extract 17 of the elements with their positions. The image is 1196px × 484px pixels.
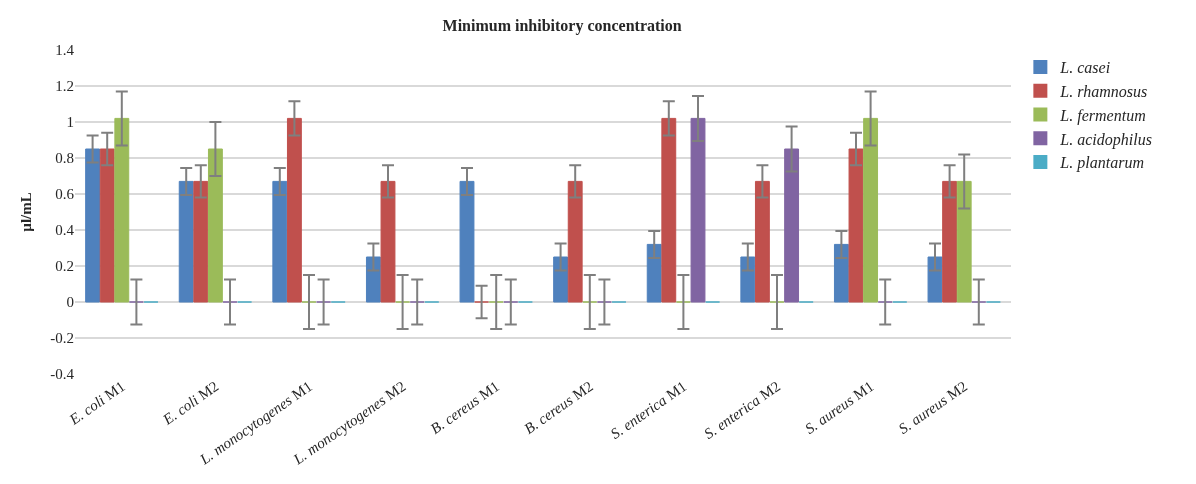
y-tick-label: -0.2 <box>50 330 74 347</box>
y-tick-label: 0.2 <box>55 258 74 275</box>
y-tick-label: 0.4 <box>55 222 75 239</box>
y-tick-label: 1.4 <box>55 42 75 59</box>
y-tick-label: 1.2 <box>55 78 74 95</box>
y-tick-label: -0.4 <box>50 366 75 383</box>
legend-label: L. fermentum <box>1059 106 1146 125</box>
legend-label: L. plantarum <box>1059 154 1144 173</box>
y-tick-label: 0.6 <box>55 186 75 203</box>
y-axis-title: µl/mL <box>17 192 34 232</box>
chart-title: Minimum inhibitory concentration <box>442 16 682 35</box>
legend-label: L. rhamnosus <box>1059 82 1148 100</box>
legend-label: L. casei <box>1059 59 1111 77</box>
y-tick-label: 1 <box>66 114 74 131</box>
legend-label: L. acidophilus <box>1059 130 1152 149</box>
y-tick-label: 0.8 <box>55 150 74 167</box>
y-tick-label: 0 <box>66 294 74 311</box>
